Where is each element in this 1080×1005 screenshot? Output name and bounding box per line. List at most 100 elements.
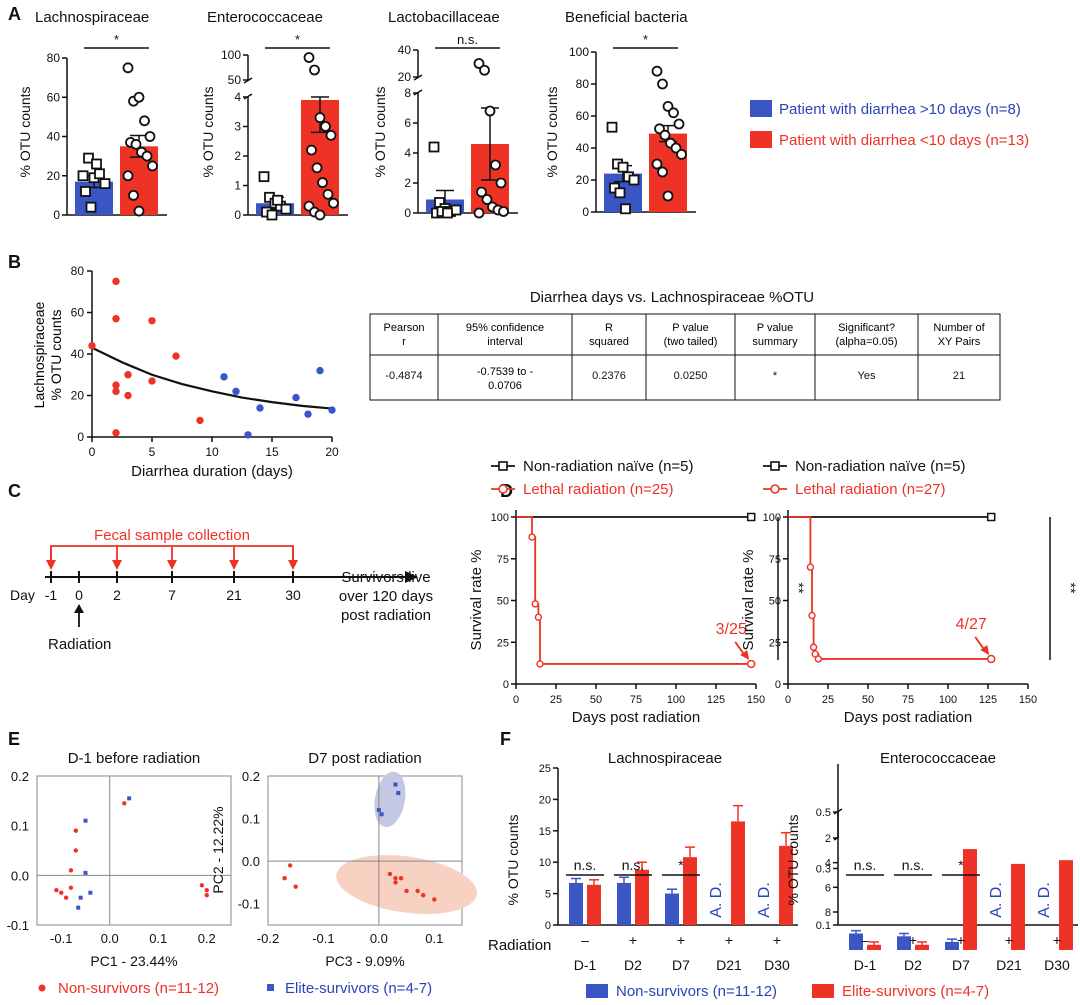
grouped-bar-chart: Enterococcaceae % OTU counts 0.1 0.3 0.5 2 4 6 8… <box>785 750 1079 973</box>
legend-swatch <box>750 100 772 117</box>
x-axis-label: Days post radiation <box>844 709 972 726</box>
censor-marker <box>814 655 823 663</box>
significance-label: * <box>958 857 964 873</box>
x-axis-label: Diarrhea duration (days) <box>131 463 293 480</box>
x-tick-label: 75 <box>630 694 642 706</box>
day-value: -1 <box>45 587 58 603</box>
y-axis-label: % OTU counts <box>372 86 388 177</box>
x-tick-label: 25 <box>822 694 834 706</box>
day-value: 2 <box>113 587 121 603</box>
circle-marker <box>147 160 158 172</box>
square-marker <box>442 207 453 219</box>
radiation-sign: + <box>957 932 965 948</box>
x-tick-label: -0.1 <box>50 931 72 946</box>
x-tick-label: 0 <box>89 445 96 459</box>
table-header-cell: Number of XY Pairs <box>933 322 985 348</box>
radiation-sign: – <box>581 932 589 948</box>
bar-elite-survivors <box>1059 860 1073 950</box>
x-tick-label: 100 <box>667 694 685 706</box>
x-tick-label: 50 <box>590 694 602 706</box>
legend-label-non-survivors: Non-survivors (n=11-12) <box>58 980 219 997</box>
y-tick-label: 0.1 <box>242 812 260 827</box>
chart-title: Beneficial bacteria <box>565 9 688 26</box>
censor-marker <box>806 563 815 571</box>
non-survivor-point <box>393 880 398 885</box>
non-survivor-point <box>73 828 79 833</box>
y-tick-label: 2 <box>234 149 241 163</box>
table-header-line: interval <box>487 336 522 348</box>
table-header-cell: Significant? (alpha=0.05) <box>835 322 897 348</box>
scatter-point-red <box>172 352 180 360</box>
circle-marker <box>144 131 156 142</box>
table-cell: 0.0250 <box>674 370 708 382</box>
x-category-label: D7 <box>952 957 970 973</box>
scatter-point-blue <box>256 404 264 412</box>
scatter-point-red <box>112 277 120 286</box>
y-tick-label: 15 <box>539 826 551 838</box>
radiation-sign: + <box>1005 932 1013 948</box>
circle-marker <box>325 129 337 141</box>
table-header-line: summary <box>752 336 798 348</box>
legend-label: Lethal radiation (n=25) <box>523 481 674 498</box>
circle-marker <box>303 52 315 63</box>
legend-marker <box>770 484 780 494</box>
legend-marker <box>498 461 508 471</box>
legend-marker-elite-survivors <box>267 984 274 991</box>
radiation-row-label: Radiation <box>488 937 551 954</box>
scatter-point-blue <box>328 406 336 414</box>
panel-a-chart-2: Enterococcaceae % OTU counts 0 1 2 3 4 50 100 * <box>200 9 348 222</box>
elite-survivor-point <box>78 895 83 900</box>
survivors-text: over 120 days <box>339 588 433 605</box>
x-tick-label: 150 <box>1019 694 1037 706</box>
x-axis-label: PC3 - 9.09% <box>325 953 404 969</box>
non-survivor-point <box>63 895 69 900</box>
y-tick-label: 0.1 <box>816 920 831 932</box>
chart-title: D7 post radiation <box>308 750 421 767</box>
legend-swatch <box>750 131 772 148</box>
x-tick-label: 125 <box>979 694 997 706</box>
absent-data-label: A. D. <box>1036 882 1053 918</box>
radiation-sign: + <box>725 932 733 948</box>
non-survivor-point <box>68 885 74 890</box>
square-marker <box>620 203 631 215</box>
square-marker <box>266 209 278 221</box>
square-marker <box>85 201 97 213</box>
chart-title: Enterococcaceae <box>207 9 323 26</box>
x-category-label: D2 <box>624 957 642 973</box>
non-survivor-point <box>204 888 209 893</box>
elite-survivor-point <box>76 905 81 910</box>
radiation-sign: + <box>629 932 637 948</box>
circle-marker <box>122 62 134 74</box>
table-header-line: P value <box>757 322 794 334</box>
scatter-point-red <box>148 377 156 385</box>
radiation-sign: + <box>1053 932 1061 948</box>
legend-label-non-survivors: Non-survivors (n=11-12) <box>616 983 777 1000</box>
circle-marker <box>122 170 134 182</box>
fecal-label: Fecal sample collection <box>94 527 250 544</box>
cluster-ellipse-red <box>336 855 477 914</box>
legend-swatch-elite-survivors <box>812 984 834 998</box>
y-tick-label: 60 <box>71 306 85 320</box>
bar-non-survivors <box>569 882 583 925</box>
significance-label: * <box>114 32 119 47</box>
square-marker <box>628 174 640 186</box>
censor-marker <box>534 613 543 621</box>
circle-marker <box>309 64 320 76</box>
radiation-label: Radiation <box>48 636 111 653</box>
circle-marker <box>659 129 671 141</box>
bar-non-survivors <box>945 941 959 950</box>
y-tick-label: 0 <box>503 679 509 691</box>
y-tick-label: 0 <box>775 679 781 691</box>
table-cell: 21 <box>953 370 965 382</box>
bar-elite-survivors <box>731 821 745 925</box>
end-marker <box>746 659 756 669</box>
y-axis-label: % OTU counts <box>200 86 216 177</box>
non-survivor-point <box>287 863 293 868</box>
circle-marker <box>473 207 485 219</box>
x-tick-label: 75 <box>902 694 914 706</box>
y-tick-label: 0 <box>582 205 589 219</box>
y-tick-label: 80 <box>47 51 61 65</box>
circle-marker <box>495 177 507 189</box>
legend-label: Patient with diarrhea <10 days (n=13) <box>779 132 1029 149</box>
